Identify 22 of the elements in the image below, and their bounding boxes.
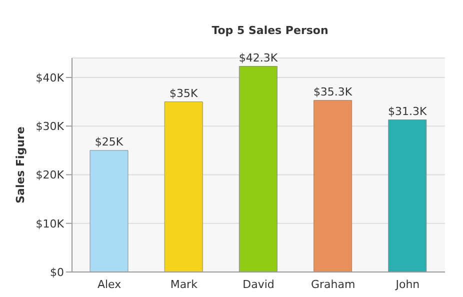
bar — [388, 120, 427, 272]
data-label: $42.3K — [238, 51, 278, 64]
y-tick-label: $30K — [36, 120, 65, 133]
bar — [164, 102, 203, 272]
y-axis-title: Sales Figure — [14, 126, 27, 204]
x-tick-label: John — [394, 278, 420, 291]
bar — [90, 150, 128, 272]
data-label: $25K — [94, 135, 124, 148]
y-tick-label: $20K — [36, 168, 65, 182]
x-tick-label: Graham — [310, 278, 356, 291]
bar — [314, 100, 352, 272]
bar — [238, 66, 278, 272]
data-label: $31.3K — [388, 104, 428, 118]
y-tick-label: $0 — [50, 266, 64, 279]
x-tick-label: David — [242, 278, 274, 291]
y-tick-label: $40K — [36, 71, 65, 84]
chart-title: Top 5 Sales Person — [210, 24, 330, 37]
data-label: $35K — [169, 86, 198, 100]
x-tick-label: Mark — [170, 278, 198, 291]
x-tick-label: Alex — [97, 278, 122, 291]
y-tick-label: $10K — [36, 217, 65, 230]
data-label: $35.3K — [313, 85, 353, 98]
